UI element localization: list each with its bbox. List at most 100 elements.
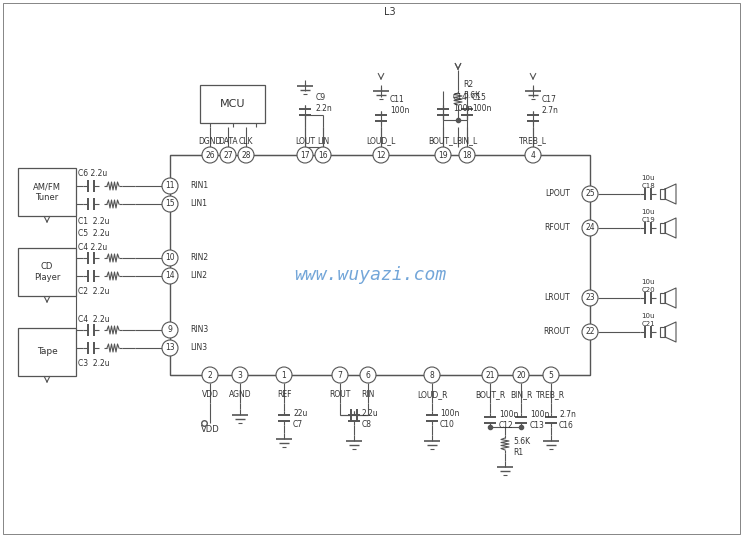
Circle shape: [582, 220, 598, 236]
Circle shape: [162, 250, 178, 266]
Text: RROUT: RROUT: [543, 328, 570, 337]
Text: 10u
C21: 10u C21: [641, 314, 655, 326]
Text: 100n
C13: 100n C13: [530, 410, 549, 430]
Text: 23: 23: [585, 294, 595, 302]
Text: LOUD_R: LOUD_R: [417, 390, 447, 399]
Circle shape: [232, 367, 248, 383]
Circle shape: [424, 367, 440, 383]
Circle shape: [162, 322, 178, 338]
Text: 10u
C19: 10u C19: [641, 209, 655, 222]
Text: LIN1: LIN1: [190, 200, 207, 208]
Text: LROUT: LROUT: [545, 294, 570, 302]
Text: LOUD_L: LOUD_L: [366, 136, 396, 146]
Circle shape: [482, 367, 498, 383]
Text: 10: 10: [165, 253, 175, 263]
Text: 26: 26: [205, 150, 215, 159]
Bar: [200, 85, 265, 123]
Text: 6: 6: [366, 371, 371, 380]
Text: 25: 25: [585, 190, 595, 199]
Bar: [660, 189, 665, 199]
Circle shape: [332, 367, 348, 383]
Text: 5: 5: [548, 371, 554, 380]
Text: 24: 24: [585, 223, 595, 233]
Text: TREB_R: TREB_R: [536, 390, 565, 399]
Text: 1: 1: [282, 371, 286, 380]
Text: 21: 21: [485, 371, 495, 380]
Text: www.wuyazi.com: www.wuyazi.com: [294, 266, 446, 284]
Text: C2  2.2u: C2 2.2u: [78, 287, 109, 296]
Text: LOUT: LOUT: [295, 136, 315, 146]
Text: LIN3: LIN3: [190, 344, 207, 352]
Bar: [18, 328, 76, 376]
Text: 2: 2: [207, 371, 212, 380]
Text: 3: 3: [238, 371, 242, 380]
Text: AM/FM
Tuner: AM/FM Tuner: [33, 182, 61, 202]
Text: 9: 9: [168, 325, 172, 335]
Text: C14
100n: C14 100n: [453, 93, 473, 113]
Text: C11
100n: C11 100n: [390, 95, 409, 115]
Text: 100n
C12: 100n C12: [499, 410, 519, 430]
Text: C1  2.2u: C1 2.2u: [78, 217, 109, 227]
Text: MCU: MCU: [220, 99, 245, 109]
Text: DATA: DATA: [218, 136, 238, 146]
Text: VDD: VDD: [201, 390, 218, 399]
Circle shape: [276, 367, 292, 383]
Text: 8: 8: [429, 371, 435, 380]
Text: C5  2.2u: C5 2.2u: [78, 229, 110, 238]
Text: 100n
C10: 100n C10: [440, 409, 459, 429]
Text: TREB_L: TREB_L: [519, 136, 547, 146]
Text: 10u
C18: 10u C18: [641, 176, 655, 188]
Text: 4: 4: [531, 150, 536, 159]
Text: BIN_L: BIN_L: [456, 136, 478, 146]
Text: C3  2.2u: C3 2.2u: [78, 359, 110, 368]
Text: 5.6K
R1: 5.6K R1: [513, 437, 530, 456]
Text: L3: L3: [384, 7, 396, 17]
Circle shape: [162, 268, 178, 284]
Text: 17: 17: [300, 150, 310, 159]
Text: RIN3: RIN3: [190, 325, 208, 335]
Circle shape: [582, 186, 598, 202]
Text: CD
Player: CD Player: [34, 262, 60, 282]
Text: Tape: Tape: [36, 347, 57, 357]
Text: 2.7n
C16: 2.7n C16: [559, 410, 576, 430]
Circle shape: [162, 340, 178, 356]
Circle shape: [582, 290, 598, 306]
Text: BOUT_R: BOUT_R: [475, 390, 505, 399]
Circle shape: [202, 147, 218, 163]
Circle shape: [543, 367, 559, 383]
Circle shape: [220, 147, 236, 163]
Text: 14: 14: [165, 272, 175, 280]
Text: CLK: CLK: [239, 136, 253, 146]
Circle shape: [459, 147, 475, 163]
Circle shape: [373, 147, 389, 163]
Text: 27: 27: [223, 150, 233, 159]
Text: 18: 18: [462, 150, 472, 159]
Text: 10u
C20: 10u C20: [641, 279, 655, 293]
Text: ROUT: ROUT: [329, 390, 351, 399]
Text: R2
5.6K: R2 5.6K: [463, 81, 480, 100]
Text: DGND: DGND: [198, 136, 221, 146]
Text: 11: 11: [165, 182, 175, 191]
Text: C15
100n: C15 100n: [472, 93, 491, 113]
Text: 22u
C7: 22u C7: [293, 409, 308, 429]
Text: RIN: RIN: [361, 390, 374, 399]
Text: BOUT_L: BOUT_L: [429, 136, 458, 146]
Text: REF: REF: [276, 390, 291, 399]
Text: BIN_R: BIN_R: [510, 390, 532, 399]
Bar: [170, 155, 590, 375]
Text: C17
2.7n: C17 2.7n: [542, 95, 559, 115]
Circle shape: [162, 196, 178, 212]
Circle shape: [297, 147, 313, 163]
Text: C4 2.2u: C4 2.2u: [78, 243, 107, 252]
Circle shape: [202, 367, 218, 383]
Circle shape: [162, 178, 178, 194]
Text: C4  2.2u: C4 2.2u: [78, 316, 110, 324]
Text: LIN: LIN: [317, 136, 329, 146]
Circle shape: [582, 324, 598, 340]
Text: VDD: VDD: [201, 425, 219, 434]
Circle shape: [360, 367, 376, 383]
Text: AGND: AGND: [229, 390, 251, 399]
Text: RFOUT: RFOUT: [545, 223, 570, 233]
Text: 15: 15: [165, 200, 175, 208]
Circle shape: [513, 367, 529, 383]
